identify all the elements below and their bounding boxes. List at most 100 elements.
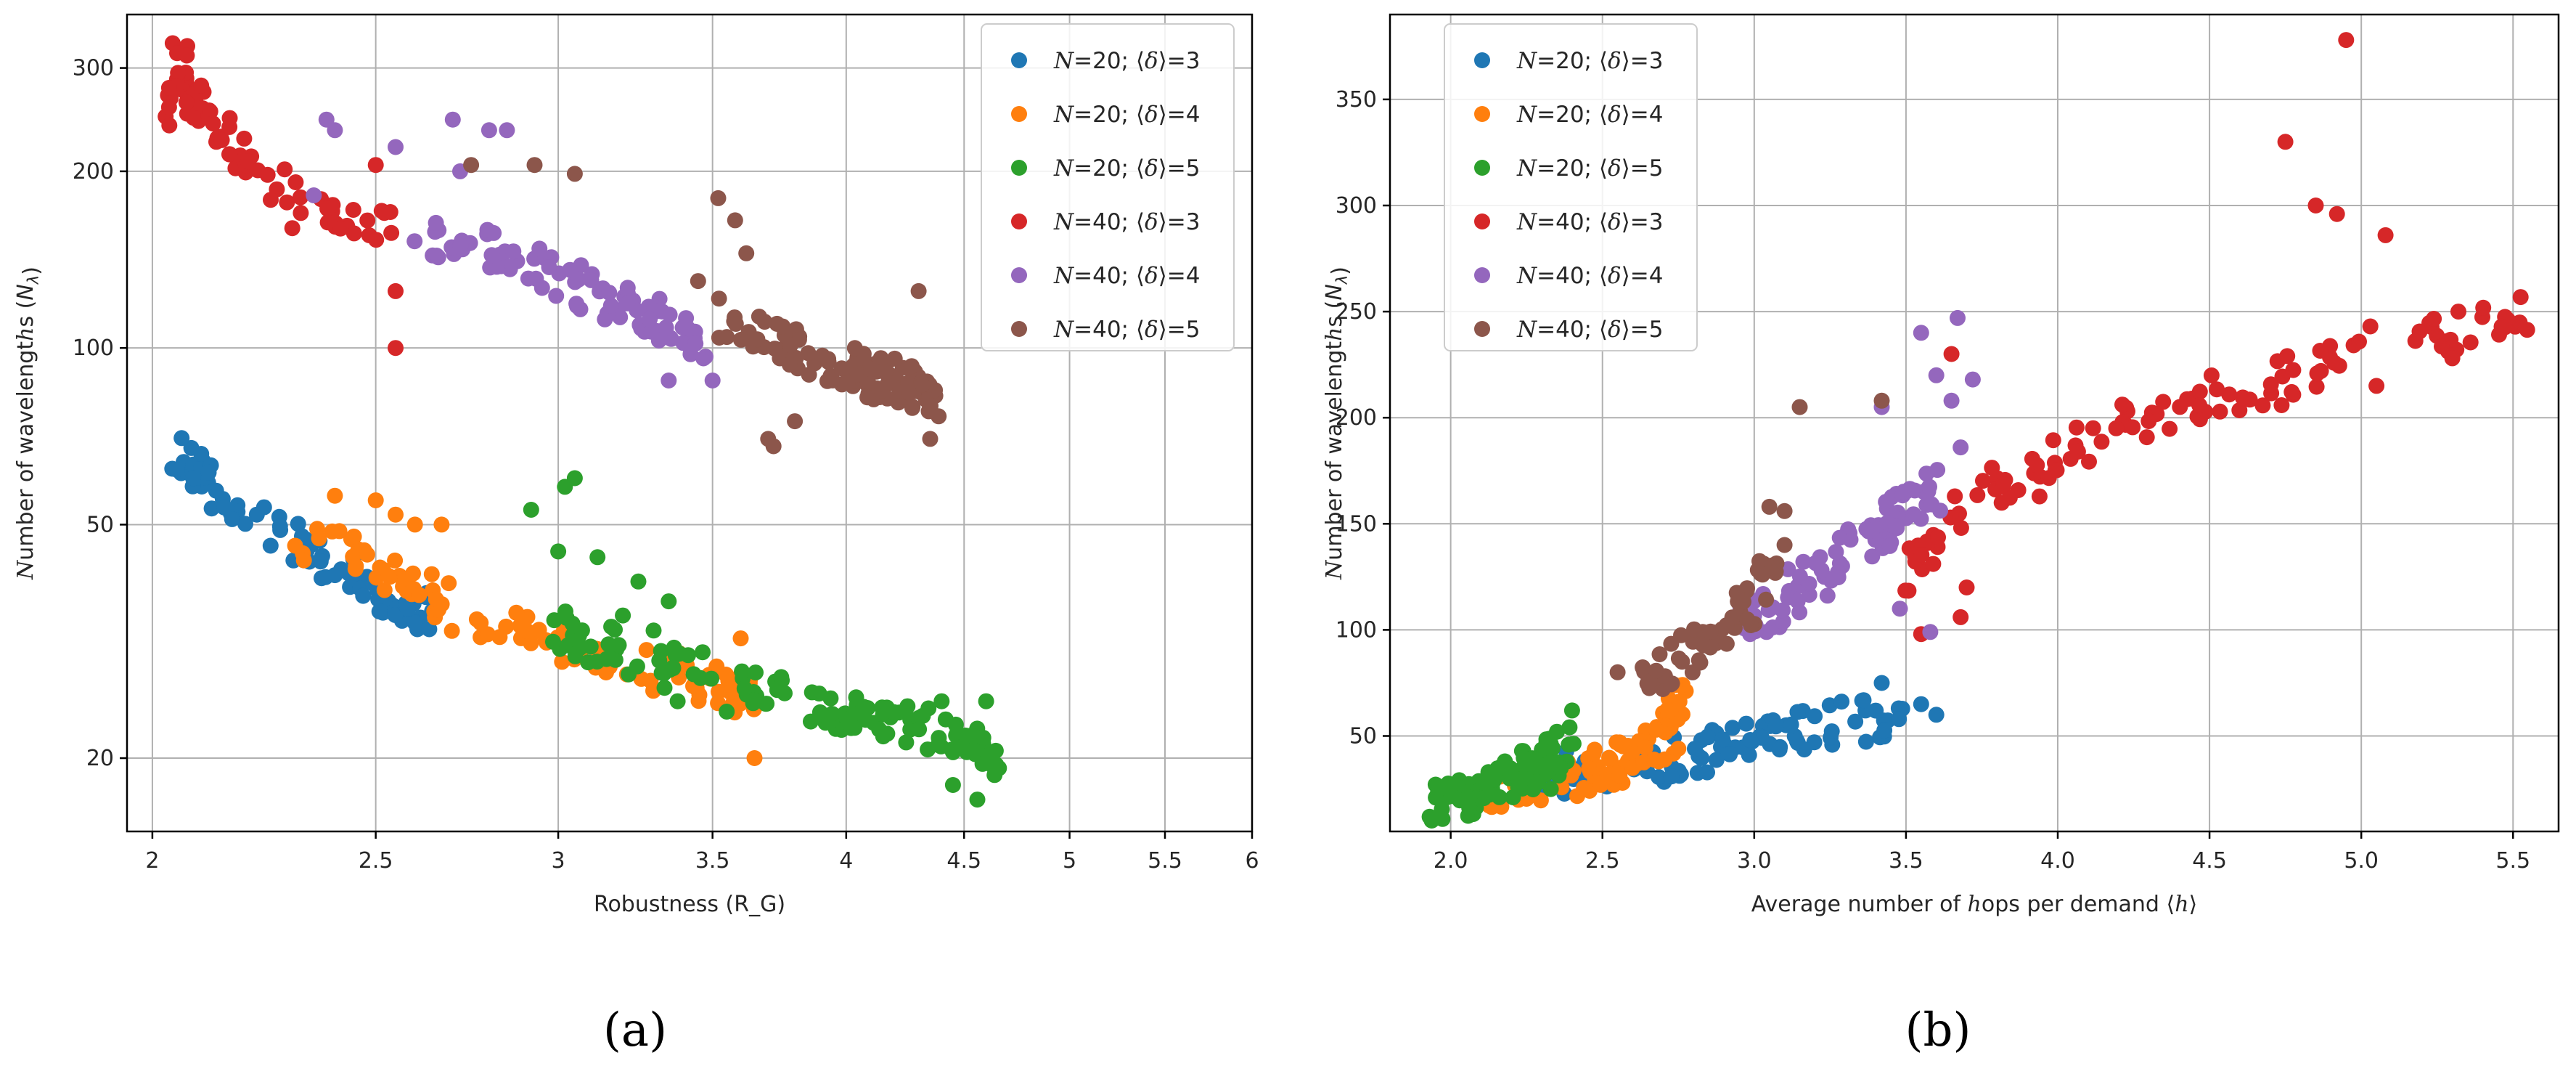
data-point (2069, 443, 2086, 460)
data-point (1921, 479, 1937, 495)
data-point (481, 122, 497, 139)
x-tick-label: 6 (1245, 848, 1259, 874)
panel-b-label: (b) (1905, 1004, 1971, 1057)
data-point (1969, 487, 1986, 503)
data-point (878, 699, 895, 716)
data-point (978, 693, 994, 709)
data-point (2212, 403, 2228, 420)
data-point (666, 639, 682, 656)
data-point (1943, 392, 1960, 409)
data-point (2209, 381, 2225, 398)
data-point (680, 647, 696, 664)
legend-marker (1011, 321, 1027, 337)
data-point (221, 110, 238, 126)
data-point (193, 446, 210, 462)
data-point (1528, 759, 1545, 776)
data-point (2326, 354, 2343, 371)
legend-entry: N=20; ⟨δ⟩=3 (1053, 48, 1200, 74)
y-tick-label: 50 (86, 512, 114, 537)
data-point (546, 612, 563, 629)
legend-entry: N=20; ⟨δ⟩=5 (1516, 155, 1663, 182)
data-point (2377, 227, 2394, 243)
data-point (572, 640, 589, 656)
data-point (1549, 723, 1565, 740)
data-point (1592, 776, 1609, 793)
legend-marker (1011, 160, 1027, 176)
legend-marker (1474, 321, 1490, 337)
data-point (405, 565, 421, 582)
legend: N=20; ⟨δ⟩=3 N=20; ⟨δ⟩=4 N=20; ⟨δ⟩=5 N=40; ⟨… (1444, 23, 1698, 351)
data-point (1795, 553, 1812, 570)
data-point (324, 523, 340, 540)
data-point (1739, 611, 1756, 627)
data-point (2285, 362, 2302, 378)
data-point (1687, 741, 1703, 757)
data-point (566, 470, 583, 487)
data-point (877, 365, 894, 381)
data-point (965, 728, 981, 744)
legend-entry: N=40; ⟨δ⟩=4 (1516, 263, 1663, 289)
data-point (2231, 402, 2248, 418)
data-point (2114, 396, 2130, 413)
data-point (1791, 399, 1808, 415)
data-point (1714, 731, 1731, 748)
data-point (2191, 397, 2208, 414)
data-point (782, 357, 798, 373)
data-point (982, 754, 998, 771)
data-point (236, 130, 253, 147)
panel-a-label: (a) (603, 1004, 667, 1057)
y-tick-label: 150 (1336, 511, 1377, 537)
data-point (169, 462, 185, 478)
data-point (1876, 722, 1893, 739)
data-point (1776, 503, 1793, 519)
data-point (2203, 367, 2220, 383)
data-point (2368, 378, 2385, 394)
legend-entry: N=20; ⟨δ⟩=3 (1516, 48, 1663, 74)
data-point (1663, 676, 1680, 693)
data-point (173, 430, 190, 447)
data-point (1913, 325, 1929, 341)
data-point (598, 651, 615, 667)
data-point (1738, 715, 1754, 732)
data-point (1434, 810, 1451, 827)
data-point (399, 601, 416, 617)
data-point (1686, 621, 1702, 638)
data-point (1494, 758, 1510, 774)
data-point (1481, 786, 1497, 802)
data-point (2434, 338, 2450, 355)
data-point (526, 157, 543, 174)
data-point (833, 360, 850, 377)
data-point (1611, 767, 1628, 784)
data-point (698, 349, 713, 365)
data-point (259, 166, 276, 183)
data-point (619, 280, 636, 296)
data-point (388, 506, 404, 523)
data-point (2085, 420, 2101, 436)
data-point (1789, 704, 1806, 720)
y-tick-label: 300 (73, 56, 114, 81)
data-point (185, 110, 202, 126)
data-point (920, 700, 937, 717)
data-point (2273, 397, 2290, 413)
y-tick-label: 100 (1336, 617, 1377, 643)
data-point (371, 603, 388, 620)
data-point (589, 549, 606, 566)
data-point (782, 337, 798, 354)
data-point (1609, 664, 1626, 680)
data-point (959, 744, 975, 760)
data-point (748, 664, 764, 681)
data-point (160, 80, 177, 96)
data-point (1641, 680, 1658, 696)
data-point (642, 311, 658, 327)
data-point (2450, 304, 2466, 320)
series-n40-d3 (1897, 32, 2535, 643)
data-point (178, 94, 195, 110)
x-tick-label: 3 (552, 848, 565, 874)
x-tick-label: 3.0 (1737, 848, 1772, 874)
data-point (213, 131, 230, 148)
data-point (1855, 692, 1872, 709)
data-point (1661, 702, 1677, 719)
data-point (1801, 576, 1817, 592)
data-point (406, 233, 423, 250)
